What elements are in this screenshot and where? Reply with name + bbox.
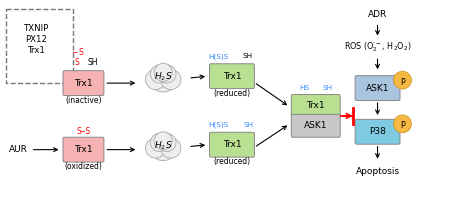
Text: Trx1: Trx1 bbox=[223, 72, 241, 81]
Circle shape bbox=[149, 133, 177, 161]
Text: ASK1: ASK1 bbox=[366, 84, 389, 93]
Circle shape bbox=[145, 138, 165, 158]
Text: SH: SH bbox=[243, 53, 253, 59]
Circle shape bbox=[150, 133, 169, 152]
Circle shape bbox=[150, 65, 169, 83]
Text: p: p bbox=[400, 119, 405, 128]
Text: S─S: S─S bbox=[77, 127, 91, 136]
Text: Trx1: Trx1 bbox=[28, 46, 45, 55]
Text: (reduced): (reduced) bbox=[213, 157, 251, 166]
FancyBboxPatch shape bbox=[355, 119, 400, 144]
Circle shape bbox=[149, 64, 177, 92]
Circle shape bbox=[154, 63, 172, 81]
Text: (reduced): (reduced) bbox=[213, 89, 251, 98]
FancyBboxPatch shape bbox=[291, 95, 340, 117]
Text: AUR: AUR bbox=[9, 145, 28, 154]
Circle shape bbox=[154, 132, 172, 150]
Circle shape bbox=[158, 65, 176, 83]
Text: P38: P38 bbox=[369, 127, 386, 136]
Text: p: p bbox=[400, 76, 405, 85]
Text: Trx1: Trx1 bbox=[74, 79, 93, 88]
Text: (oxidized): (oxidized) bbox=[64, 162, 102, 171]
Text: H(S)S: H(S)S bbox=[208, 122, 228, 128]
Text: TXNIP: TXNIP bbox=[24, 24, 49, 33]
Circle shape bbox=[161, 138, 181, 158]
Text: H(S)S: H(S)S bbox=[208, 53, 228, 60]
Text: ASK1: ASK1 bbox=[304, 121, 328, 130]
Text: SH: SH bbox=[87, 58, 98, 67]
Text: SH: SH bbox=[323, 85, 333, 91]
Text: Trx1: Trx1 bbox=[74, 145, 93, 154]
Text: ─ S: ─ S bbox=[72, 48, 84, 57]
Text: SH: SH bbox=[244, 122, 254, 128]
Circle shape bbox=[394, 71, 411, 89]
Text: Trx1: Trx1 bbox=[306, 101, 325, 110]
FancyBboxPatch shape bbox=[63, 137, 104, 162]
Circle shape bbox=[158, 133, 176, 152]
FancyBboxPatch shape bbox=[210, 64, 255, 89]
Circle shape bbox=[394, 115, 411, 133]
Text: ROS (O$_2^{\cdot-}$, H$_2$O$_2$): ROS (O$_2^{\cdot-}$, H$_2$O$_2$) bbox=[344, 41, 411, 54]
Text: (inactive): (inactive) bbox=[65, 96, 101, 104]
Text: $H_2S$: $H_2S$ bbox=[154, 71, 173, 83]
Text: $H_2S$: $H_2S$ bbox=[154, 139, 173, 152]
Text: PX12: PX12 bbox=[25, 35, 48, 44]
FancyBboxPatch shape bbox=[291, 114, 340, 137]
Text: Trx1: Trx1 bbox=[223, 140, 241, 149]
FancyBboxPatch shape bbox=[355, 76, 400, 100]
Text: Apoptosis: Apoptosis bbox=[356, 167, 400, 176]
Text: S: S bbox=[74, 58, 79, 67]
FancyBboxPatch shape bbox=[210, 132, 255, 157]
Circle shape bbox=[145, 70, 165, 90]
Text: ADR: ADR bbox=[368, 10, 387, 19]
Circle shape bbox=[161, 70, 181, 90]
Text: HS: HS bbox=[300, 85, 310, 91]
FancyBboxPatch shape bbox=[63, 71, 104, 96]
